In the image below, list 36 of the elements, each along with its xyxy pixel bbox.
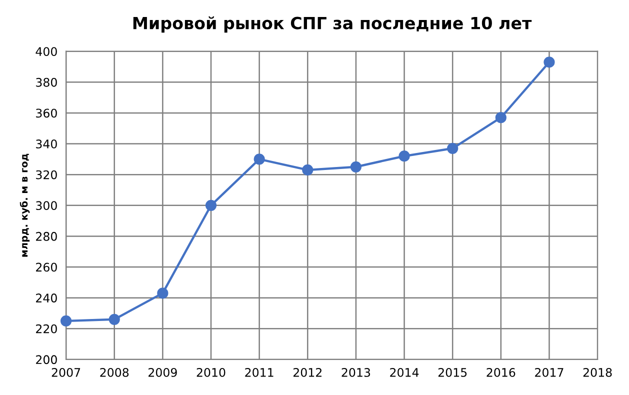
- x-tick-label: 2018: [583, 368, 612, 377]
- x-tick-label: 2016: [486, 368, 516, 377]
- y-tick-label: 400: [36, 47, 57, 56]
- y-tick-label: 280: [36, 232, 57, 241]
- y-tick-label: 200: [36, 355, 57, 364]
- point: [302, 164, 314, 176]
- point: [447, 142, 458, 154]
- y-tick-label: 240: [36, 294, 57, 302]
- x-tick-label: 2010: [196, 368, 226, 377]
- y-tick-label: 260: [36, 262, 57, 272]
- chart-title: Мировой рынок СПГ за последние 10 лет: [133, 16, 532, 33]
- point: [108, 314, 120, 325]
- point: [205, 200, 217, 211]
- x-tick-label: 2017: [535, 368, 564, 377]
- x-tick-label: 2012: [293, 368, 322, 377]
- y-tick-label: 340: [36, 140, 57, 148]
- point: [157, 288, 168, 299]
- x-tick-label: 2014: [390, 368, 419, 377]
- y-tick-label: 300: [36, 201, 57, 210]
- point: [350, 161, 362, 172]
- y-tick-label: 220: [36, 324, 57, 334]
- x-tick-label: 2009: [148, 368, 177, 377]
- x-tick-label: 2008: [100, 368, 129, 377]
- point: [544, 56, 555, 68]
- point: [495, 112, 506, 124]
- y-tick-label: 360: [36, 108, 57, 118]
- y-tick-label: 380: [36, 78, 57, 87]
- y-axis-title: млрд. куб. м в год: [20, 154, 30, 257]
- x-tick-label: 2015: [438, 368, 467, 377]
- y-tick-label: 320: [36, 170, 57, 180]
- point: [398, 150, 410, 162]
- point: [60, 315, 72, 326]
- x-tick-label: 2007: [52, 368, 80, 377]
- point: [254, 154, 265, 165]
- x-tick-label: 2013: [342, 368, 370, 377]
- x-tick-label: 2011: [245, 368, 274, 377]
